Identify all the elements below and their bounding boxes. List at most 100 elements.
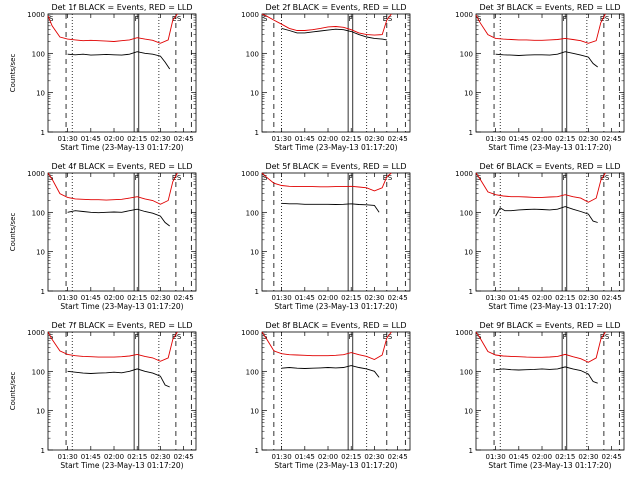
x-tick-label: 02:15 — [341, 135, 361, 143]
y-tick-label: 1000 — [455, 329, 473, 337]
x-tick-label: 02:30 — [150, 294, 170, 302]
marker-letter: S — [388, 15, 393, 23]
events-series-line — [67, 51, 171, 70]
marker-letter: E — [600, 15, 604, 23]
marker-letter: F — [135, 174, 139, 182]
marker-letter: F — [563, 15, 567, 23]
x-tick-label: 02:00 — [532, 453, 552, 461]
x-tick-label: 01:45 — [509, 135, 529, 143]
y-tick-label: 10 — [36, 249, 45, 257]
x-tick-label: 01:45 — [81, 294, 101, 302]
panel-title: Det 7f BLACK = Events, RED = LLD — [51, 321, 192, 330]
marker-letter: F — [349, 333, 353, 341]
y-tick-label: 100 — [246, 50, 259, 58]
x-axis-title: Start Time (23-May-13 01:17:20) — [60, 143, 183, 152]
x-tick-label: 01:45 — [509, 294, 529, 302]
marker-letter: E — [383, 174, 387, 182]
x-tick-label: 01:30 — [486, 453, 506, 461]
y-tick-label: 1 — [255, 129, 259, 137]
marker-letter: E — [383, 15, 387, 23]
y-tick-label: 100 — [246, 209, 259, 217]
y-tick-label: 1000 — [241, 329, 259, 337]
panel-det-2: Det 2f BLACK = Events, RED = LLD 1 10 100 10… — [241, 3, 411, 152]
x-tick-label: 02:15 — [555, 294, 575, 302]
marker-letter: S — [49, 15, 54, 23]
marker-letter: S — [263, 15, 268, 23]
y-axis-label: Counts/sec — [9, 372, 17, 411]
y-tick-label: 1 — [41, 129, 45, 137]
marker-letter: S — [49, 333, 54, 341]
x-tick-label: 02:00 — [318, 135, 338, 143]
panel-title: Det 4f BLACK = Events, RED = LLD — [51, 162, 192, 171]
plot-frame — [475, 331, 625, 451]
y-tick-label: 100 — [32, 50, 45, 58]
lld-series-line — [475, 13, 606, 44]
x-tick-label: 02:45 — [174, 135, 194, 143]
panel-title: Det 2f BLACK = Events, RED = LLD — [265, 3, 406, 12]
y-tick-label: 1000 — [241, 11, 259, 19]
y-tick-label: 10 — [464, 408, 473, 416]
y-tick-label: 10 — [250, 408, 259, 416]
y-tick-label: 1 — [469, 129, 473, 137]
x-tick-label: 02:15 — [127, 135, 147, 143]
marker-letter: F — [563, 174, 567, 182]
marker-letter: F — [135, 15, 139, 23]
y-tick-label: 100 — [460, 50, 473, 58]
x-axis-title: Start Time (23-May-13 01:17:20) — [60, 302, 183, 311]
marker-letter: E — [172, 174, 176, 182]
y-tick-label: 1000 — [455, 170, 473, 178]
x-tick-label: 01:30 — [58, 135, 78, 143]
x-tick-label: 01:45 — [295, 294, 315, 302]
x-tick-label: 02:30 — [578, 135, 598, 143]
y-tick-label: 1 — [41, 288, 45, 296]
panel-det-3: Det 3f BLACK = Events, RED = LLD 1 10 100 10… — [455, 3, 625, 152]
marker-letter: S — [263, 174, 268, 182]
x-axis-title: Start Time (23-May-13 01:17:20) — [274, 143, 397, 152]
plot-frame — [261, 331, 411, 451]
plot-frame — [47, 13, 197, 133]
marker-letter: F — [135, 333, 139, 341]
x-tick-label: 01:45 — [81, 135, 101, 143]
x-tick-label: 02:15 — [127, 453, 147, 461]
x-tick-label: 02:00 — [318, 453, 338, 461]
x-tick-label: 02:30 — [150, 453, 170, 461]
panel-title: Det 6f BLACK = Events, RED = LLD — [479, 162, 620, 171]
marker-letter: F — [563, 333, 567, 341]
x-tick-label: 02:45 — [602, 294, 622, 302]
plot-frame — [47, 331, 197, 451]
y-tick-label: 1000 — [27, 170, 45, 178]
x-tick-label: 01:30 — [272, 135, 292, 143]
x-tick-label: 01:30 — [486, 294, 506, 302]
x-tick-label: 02:30 — [364, 453, 384, 461]
marker-letter: F — [349, 15, 353, 23]
plot-frame — [475, 13, 625, 133]
panel-title: Det 8f BLACK = Events, RED = LLD — [265, 321, 406, 330]
x-tick-label: 02:45 — [388, 453, 408, 461]
x-tick-label: 02:00 — [104, 294, 124, 302]
y-tick-label: 10 — [250, 249, 259, 257]
lld-series-line — [261, 13, 392, 36]
events-series-line — [67, 368, 170, 388]
y-tick-label: 100 — [460, 209, 473, 217]
x-tick-label: 02:30 — [578, 453, 598, 461]
x-tick-label: 02:45 — [602, 453, 622, 461]
x-tick-label: 01:45 — [295, 135, 315, 143]
x-tick-label: 01:30 — [58, 453, 78, 461]
marker-letter: S — [177, 15, 182, 23]
marker-letter: S — [477, 15, 482, 23]
lld-series-line — [475, 172, 606, 203]
panel-det-5: Det 5f BLACK = Events, RED = LLD 1 10 100 10… — [241, 162, 411, 311]
y-tick-label: 10 — [464, 90, 473, 98]
x-tick-label: 02:45 — [174, 294, 194, 302]
x-axis-title: Start Time (23-May-13 01:17:20) — [274, 461, 397, 470]
y-tick-label: 1000 — [241, 170, 259, 178]
x-tick-label: 02:30 — [364, 294, 384, 302]
panel-title: Det 1f BLACK = Events, RED = LLD — [51, 3, 192, 12]
marker-letter: F — [349, 174, 353, 182]
y-tick-label: 1000 — [27, 329, 45, 337]
events-series-line — [495, 51, 598, 68]
plot-frame — [47, 172, 197, 292]
x-tick-label: 02:30 — [364, 135, 384, 143]
